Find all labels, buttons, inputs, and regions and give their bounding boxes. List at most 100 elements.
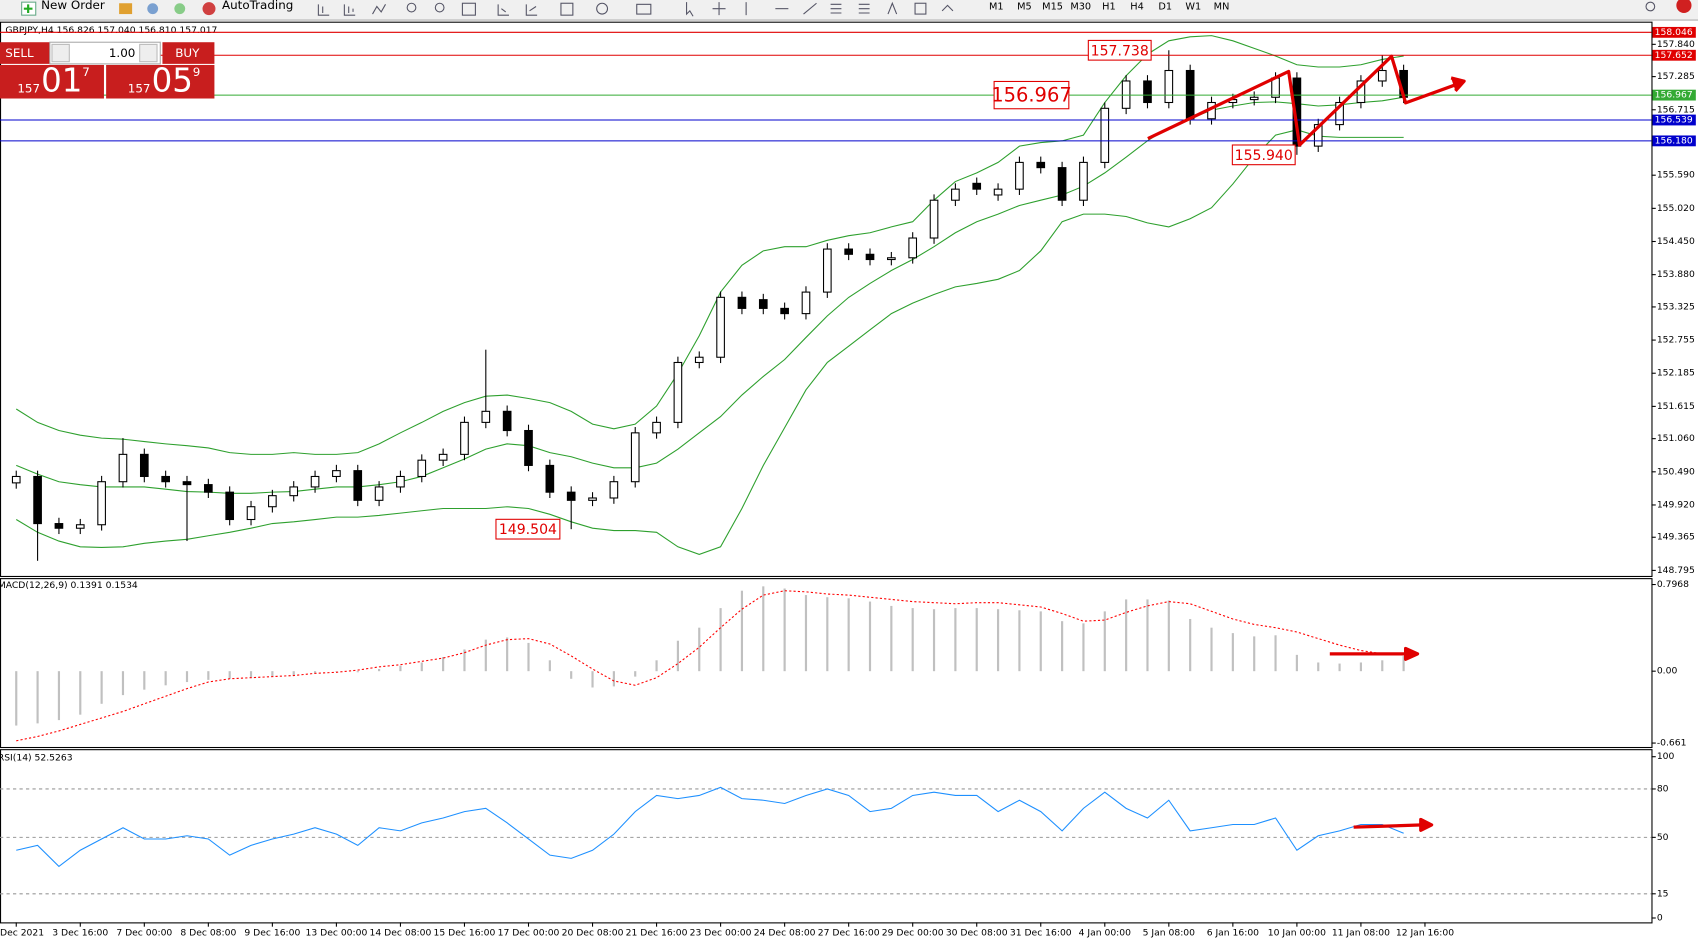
candle-body — [438, 453, 448, 461]
bid-box[interactable] — [0, 64, 104, 99]
icon[interactable] — [914, 2, 927, 15]
candle-body — [33, 475, 42, 525]
candle-body — [97, 481, 106, 526]
x-tick-label: 23 Dec 00:00 — [690, 928, 752, 939]
notification-icon[interactable] — [1676, 0, 1692, 13]
icon[interactable] — [887, 1, 898, 15]
macd-bar — [932, 609, 936, 672]
rsi-panel — [0, 749, 1653, 924]
icon[interactable] — [372, 4, 386, 15]
buy-button[interactable] — [162, 42, 215, 64]
macd-bar — [1338, 663, 1341, 672]
candle-body — [887, 257, 896, 261]
x-tick-label: Dec 2021 — [0, 928, 44, 939]
macd-bar — [1039, 611, 1042, 672]
icon[interactable] — [461, 2, 476, 16]
tool-icons — [317, 1, 1656, 17]
search-icon[interactable] — [1645, 1, 1656, 12]
autotrading-button[interactable]: AutoTrading — [202, 0, 294, 16]
sell-label[interactable]: SELL — [5, 46, 34, 60]
icon[interactable] — [317, 4, 330, 16]
icon[interactable] — [636, 3, 652, 15]
macd-bar — [996, 609, 1000, 672]
candle-body — [1036, 161, 1046, 169]
icon[interactable] — [830, 3, 842, 14]
timeframe-button[interactable]: M30 — [1070, 1, 1091, 12]
lot-up[interactable] — [139, 43, 158, 63]
icon[interactable] — [147, 3, 159, 15]
ask-sup: 9 — [193, 65, 201, 79]
macd-bar — [356, 671, 359, 673]
price-level-tag — [1652, 89, 1696, 101]
macd-bar — [527, 642, 530, 672]
macd-bar — [826, 597, 829, 672]
candle-body — [1143, 80, 1152, 104]
icon[interactable] — [560, 2, 574, 16]
macd-bar — [975, 608, 978, 672]
autotrading-label[interactable]: AutoTrading — [222, 0, 293, 12]
price-annotation: 155.940 — [1235, 148, 1293, 164]
ask-box[interactable] — [106, 64, 215, 99]
icon[interactable] — [497, 4, 509, 16]
icon[interactable] — [406, 2, 417, 13]
timeframe-button[interactable]: W1 — [1185, 1, 1201, 12]
lot-down[interactable] — [51, 43, 70, 63]
candle-body — [54, 523, 64, 529]
candle-body — [694, 356, 704, 364]
macd-bar — [506, 637, 509, 672]
macd-bar — [1359, 662, 1363, 672]
y-tick-label: 0.00 — [1657, 666, 1678, 677]
icon[interactable] — [858, 3, 870, 14]
lot-box[interactable] — [49, 41, 161, 65]
macd-bar — [740, 590, 744, 672]
timeframe-button[interactable]: H1 — [1102, 1, 1116, 12]
icon[interactable] — [596, 2, 609, 15]
icon[interactable] — [434, 2, 445, 13]
buy-label[interactable]: BUY — [175, 46, 200, 60]
macd-bar — [1167, 600, 1170, 672]
chart-layers: 157.840 157.285 156.715 155.590 155.020 154.4… — [0, 27, 1696, 939]
timeframe-button[interactable]: M1 — [989, 1, 1004, 12]
candle-body — [524, 429, 533, 466]
icon[interactable] — [525, 4, 538, 16]
icon[interactable] — [119, 3, 133, 15]
candle-body — [182, 481, 192, 486]
candle-body — [225, 491, 235, 521]
timeframe-button[interactable]: MN — [1214, 1, 1230, 12]
macd-bar — [783, 588, 786, 672]
icon[interactable] — [174, 3, 186, 15]
macd-bar — [804, 595, 808, 672]
x-tick-label: 17 Dec 00:00 — [498, 928, 560, 939]
macd-bar — [868, 601, 872, 672]
sell-button[interactable] — [0, 42, 50, 64]
new-order-button[interactable]: New Order — [21, 0, 105, 16]
price-annotation: 157.738 — [1091, 43, 1149, 59]
macd-bar — [1210, 627, 1213, 672]
bid-main: 01 — [41, 61, 82, 99]
lot-value[interactable]: 1.00 — [109, 46, 136, 60]
icon[interactable] — [803, 2, 817, 15]
timeframe-button[interactable]: D1 — [1158, 1, 1172, 12]
macd-bar — [698, 627, 701, 672]
timeframe-button[interactable]: M15 — [1042, 1, 1063, 12]
macd-bar — [719, 608, 722, 672]
icon[interactable] — [686, 2, 694, 17]
icon[interactable] — [343, 4, 356, 16]
macd-bar — [399, 665, 402, 672]
new-order-label[interactable]: New Order — [41, 0, 105, 12]
icon[interactable] — [941, 4, 954, 12]
timeframe-button[interactable]: H4 — [1130, 1, 1144, 12]
candle-body — [673, 361, 683, 423]
x-tick-label: 31 Dec 16:00 — [1010, 928, 1072, 939]
y-tick-label: 15 — [1657, 888, 1669, 899]
candle-body — [353, 470, 363, 501]
bid-big: 157 — [17, 81, 40, 95]
timeframe-button[interactable]: M5 — [1017, 1, 1032, 12]
y-tick-label: 152.185 — [1657, 368, 1695, 379]
macd-title: MACD(12,26,9) 0.1391 0.1534 — [0, 580, 138, 591]
price-level-label: 157.652 — [1655, 50, 1693, 61]
trend-drawing — [1147, 54, 1466, 832]
icon[interactable] — [712, 2, 726, 16]
y-tick-label: 155.020 — [1657, 203, 1695, 214]
